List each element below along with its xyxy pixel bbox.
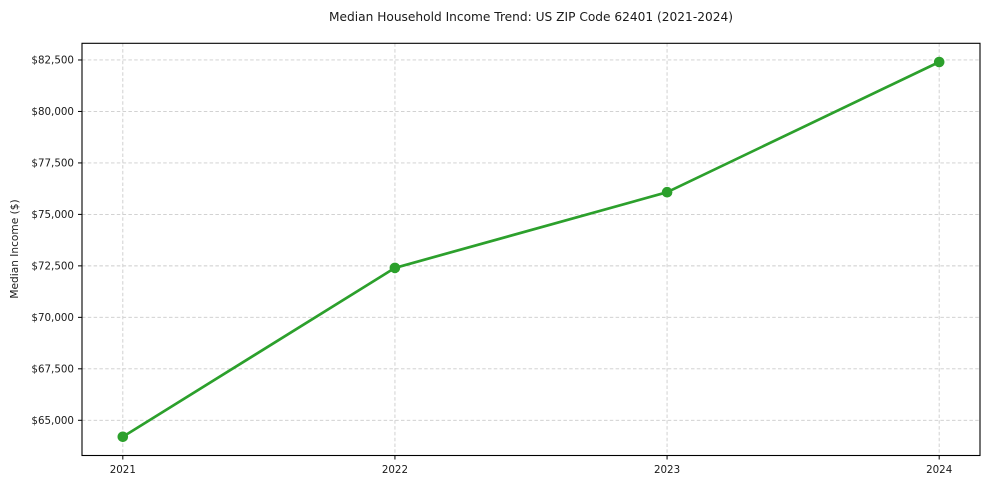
chart-title: Median Household Income Trend: US ZIP Co… [329,10,733,24]
trend-line [121,60,941,439]
y-tick-label: $65,000 [31,415,74,427]
data-point-marker [389,262,401,274]
y-tick-label: $80,000 [31,106,74,118]
x-tick-label: 2024 [926,464,952,476]
y-tick-label: $70,000 [31,312,74,324]
y-axis-label: Median Income ($) [9,199,21,298]
y-tick-label: $67,500 [31,363,74,375]
x-tick-label: 2021 [110,464,136,476]
data-point-marker [117,431,129,443]
income-trend-series [117,56,945,443]
x-axis-ticks: 2021 2022 2023 2024 [110,455,952,476]
y-tick-label: $77,500 [31,158,74,170]
y-tick-label: $75,000 [31,209,74,221]
x-tick-label: 2022 [382,464,408,476]
data-point-marker [933,56,945,68]
y-tick-label: $72,500 [31,260,74,272]
plot-border [81,42,981,457]
axes-spines [81,42,981,457]
y-tick-label: $82,500 [31,55,74,67]
y-axis-ticks: $65,000 $67,500 $70,000 $72,500 $75,000 $77,5… [31,55,82,427]
data-point-marker [661,186,673,198]
gridlines [82,43,980,456]
x-tick-label: 2023 [654,464,680,476]
